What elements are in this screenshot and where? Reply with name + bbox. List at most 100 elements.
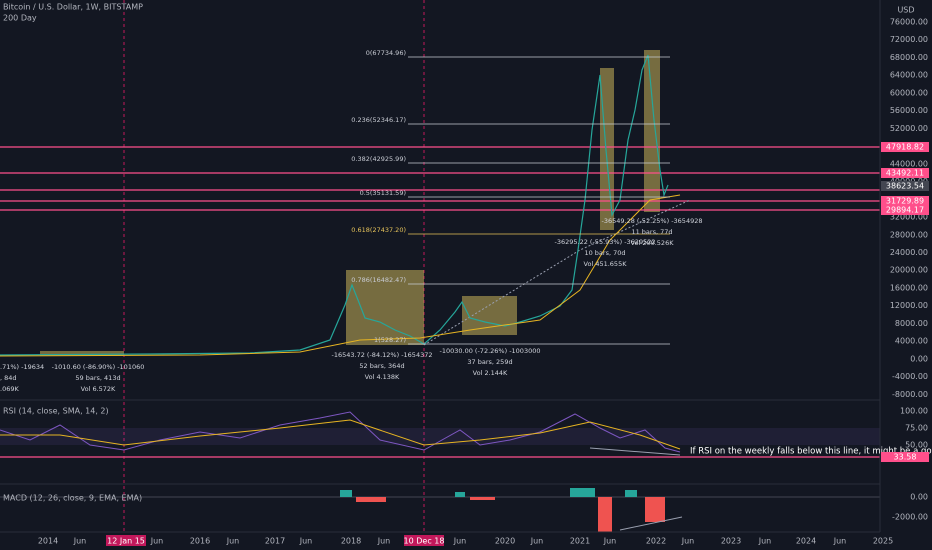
price-label: 12000.00: [890, 301, 928, 310]
time-label: Jun: [603, 537, 617, 546]
measurement-label: 37 bars, 259d: [467, 358, 512, 366]
macd-axis-label: -2000.00: [892, 513, 928, 522]
time-label: 2022: [646, 537, 666, 546]
level-tag: [881, 205, 929, 215]
price-label: 56000.00: [890, 106, 928, 115]
time-label: 2025: [873, 537, 893, 546]
price-label: 28000.00: [890, 230, 928, 239]
price-label: 20000.00: [890, 266, 928, 275]
macd-trend: [619, 516, 683, 531]
fib-label: 0.5(35131.59): [360, 189, 406, 197]
price-label: -8000.00: [892, 390, 928, 399]
measurement-label: Vol 200.526K: [631, 239, 675, 247]
level-label: 29894.17: [886, 206, 924, 215]
time-label: Jun: [226, 537, 240, 546]
measurement-label: .71%) -19634: [0, 363, 44, 371]
time-label: Jun: [530, 537, 544, 546]
rsi-trend: [589, 447, 681, 456]
rsi-axis-label: 100.00: [900, 407, 928, 416]
price-label: 68000.00: [890, 53, 928, 62]
rsi-band: [0, 428, 880, 445]
level-tag: [881, 142, 929, 152]
time-label: 2018: [341, 537, 361, 546]
currency: USD: [897, 6, 914, 15]
time-marker-tag: [106, 535, 146, 546]
fib-label: 0.236(52346.17): [351, 116, 406, 124]
rsi-line: [0, 411, 681, 453]
level-label: 31729.89: [886, 197, 924, 206]
level-label: 38623.54: [886, 182, 924, 191]
rsi-level-tag: [881, 452, 929, 462]
time-label: 2024: [796, 537, 816, 546]
time-label: 2014: [38, 537, 58, 546]
measurement-label: .069K: [0, 385, 19, 393]
time-label: Jun: [377, 537, 391, 546]
level-label: 47918.82: [886, 143, 924, 152]
fib-label: 0.382(42925.99): [351, 155, 406, 163]
time-label: 12 Jan 15: [107, 537, 145, 546]
moving-average: [0, 194, 681, 357]
level-tag: [881, 181, 929, 191]
measurement-label: 10 bars, 70d: [584, 249, 625, 257]
macd-histogram: [340, 488, 665, 532]
time-label: Jun: [73, 537, 87, 546]
time-label: Jun: [758, 537, 772, 546]
symbol: Bitcoin / U.S. Dollar, 1W, BITSTAMP: [3, 3, 143, 12]
measurement-label: , 84d: [0, 374, 17, 382]
fib-label: 0.786(16482.47): [351, 276, 406, 284]
level-tag: [881, 168, 929, 178]
time-label: Jun: [150, 537, 164, 546]
measurement-label: Vol 2.144K: [473, 369, 508, 377]
measurement-label: -1010.60 (-86.90%) -101060: [52, 363, 145, 371]
rsi-annotation: If RSI on the weekly falls below this li…: [690, 447, 932, 457]
measurement-label: -10030.00 (-72.26%) -1003000: [440, 347, 541, 355]
macd-axis-label: 0.00: [910, 493, 928, 502]
fib-label: 0.618(27437.20): [351, 226, 406, 234]
price-label: -4000.00: [892, 372, 928, 381]
measurement-label: -36295.22 (-55.93%) -3629522: [555, 238, 656, 246]
time-label: 10 Dec 18: [404, 537, 445, 546]
time-label: Jun: [681, 537, 695, 546]
measurement-label: Vol 4.138K: [365, 373, 400, 381]
fib-label: 0(67734.96): [366, 49, 406, 57]
time-label: 2017: [265, 537, 285, 546]
time-marker-tag: [404, 535, 444, 546]
price-label: 64000.00: [890, 71, 928, 80]
time-label: 2016: [190, 537, 210, 546]
measurement-label: -16543.72 (-84.12%) -1654372: [332, 351, 433, 359]
price-label: 0.00: [910, 354, 928, 363]
price-label: 16000.00: [890, 283, 928, 292]
price-label: 32000.00: [890, 213, 928, 222]
time-label: 2020: [495, 537, 515, 546]
rsi-title: RSI (14, close, SMA, 14, 2): [3, 407, 109, 416]
indicator: 200 Day: [3, 14, 37, 23]
time-label: 2021: [570, 537, 590, 546]
time-label: 2023: [721, 537, 741, 546]
time-label: Jun: [453, 537, 467, 546]
time-label: Jun: [833, 537, 847, 546]
rsi-sma: [0, 419, 681, 450]
measurement-label: Vol 6.572K: [81, 385, 116, 393]
price-label: 24000.00: [890, 248, 928, 257]
rsi-level-label: 33.58: [894, 453, 917, 462]
level-label: 43492.11: [886, 169, 924, 178]
rsi-axis-label: 75.00: [905, 424, 928, 433]
trend-line: [423, 199, 691, 346]
measurement-label: 52 bars, 364d: [359, 362, 404, 370]
fib-label: 1(528.27): [374, 336, 406, 344]
macd-title: MACD (12, 26, close, 9, EMA, EMA): [3, 494, 142, 503]
level-tag: [881, 196, 929, 206]
measurement-label: 11 bars, 77d: [631, 228, 672, 236]
measurement-label: Vol 451.655K: [584, 260, 628, 268]
price-label: 76000.00: [890, 18, 928, 27]
measurement-label: 59 bars, 413d: [75, 374, 120, 382]
price-label: 60000.00: [890, 88, 928, 97]
time-label: Jun: [299, 537, 313, 546]
horizontal-levels: [0, 146, 880, 211]
price-label: 4000.00: [895, 337, 928, 346]
price-label: 52000.00: [890, 124, 928, 133]
measurement-label: -36549.28 (-52.25%) -3654928: [602, 217, 703, 225]
price-label: 44000.00: [890, 159, 928, 168]
